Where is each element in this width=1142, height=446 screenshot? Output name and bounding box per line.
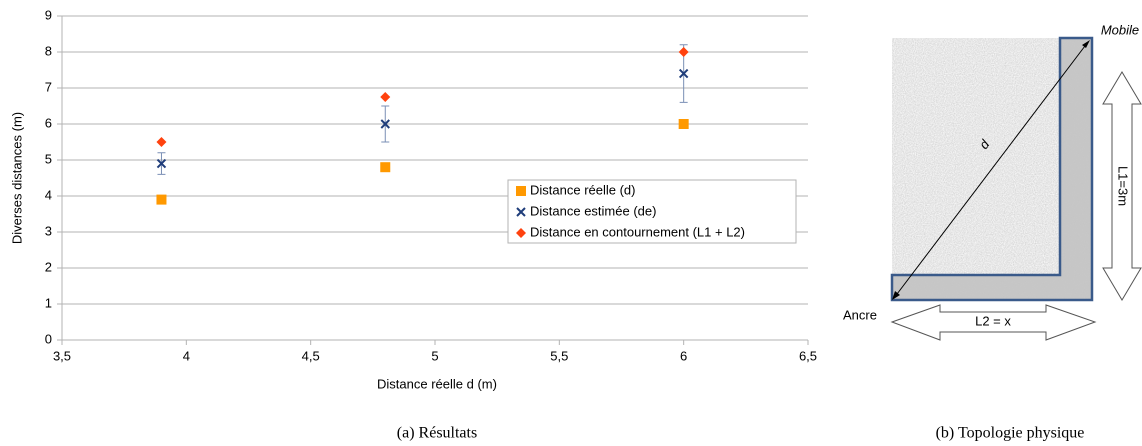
point — [156, 158, 167, 169]
legend-marker — [516, 186, 526, 196]
arrow-head — [892, 291, 900, 300]
caption: (a) Résultats — [397, 425, 477, 442]
x-tick-label: 5,5 — [550, 348, 568, 363]
x-tick-label: 4,5 — [302, 348, 320, 363]
legend-marker — [516, 207, 526, 217]
point — [156, 194, 167, 205]
arrow-head — [1082, 40, 1090, 48]
y-tick-label: 1 — [45, 295, 52, 310]
anchor-label: Ancre — [843, 307, 877, 322]
point — [678, 119, 689, 129]
point — [156, 137, 167, 147]
mobile-label: Mobile — [1101, 22, 1139, 37]
y-tick-label: 6 — [45, 115, 52, 130]
x-axis-label: Distance réelle d (m) — [377, 376, 497, 391]
y-tick-label: 8 — [45, 43, 52, 58]
y-tick-label: 3 — [45, 223, 52, 238]
x-tick-label: 4 — [183, 348, 190, 363]
l1-arrow — [1102, 71, 1142, 301]
legend-label: Distance en contournement (L1 + L2) — [530, 224, 745, 239]
y-tick-label: 5 — [45, 151, 52, 166]
legend-label: Distance estimée (de) — [530, 203, 656, 218]
point — [380, 119, 390, 129]
caption: (b) Topologie physique — [936, 425, 1085, 442]
y-tick-label: 0 — [45, 331, 52, 346]
point — [380, 92, 391, 102]
l2-arrow — [890, 304, 1097, 341]
y-tick-label: 4 — [45, 187, 52, 202]
distance-label: d — [976, 136, 993, 152]
point — [380, 162, 391, 173]
point — [678, 68, 689, 79]
wall-texture — [892, 38, 1092, 300]
l1-label: L1=3m — [1116, 166, 1131, 206]
point — [678, 47, 689, 57]
y-tick-label: 9 — [45, 7, 52, 22]
chart: 0 1 2 3 4 5 6 7 8 9 3,5 4 4,5 5 5,5 6 6,5 Distance réelle… — [45, 7, 817, 363]
x-tick-label: 6,5 — [799, 348, 817, 363]
y-axis-label: Diverses distances (m) — [9, 112, 24, 244]
l2-label: L2 = x — [975, 313, 1011, 328]
legend-label: Distance réelle (d) — [530, 182, 636, 197]
x-tick-label: 5 — [431, 348, 438, 363]
legend-box — [507, 179, 797, 244]
y-tick-label: 7 — [45, 79, 52, 94]
legend-marker — [516, 228, 526, 238]
distance-line — [893, 41, 1089, 299]
topology-diagram: d Mobile Ancre L2 = x L1=3m — [843, 22, 1142, 341]
y-tick-label: 2 — [45, 259, 52, 274]
x-tick-label: 3,5 — [53, 348, 71, 363]
x-tick-label: 6 — [680, 348, 687, 363]
